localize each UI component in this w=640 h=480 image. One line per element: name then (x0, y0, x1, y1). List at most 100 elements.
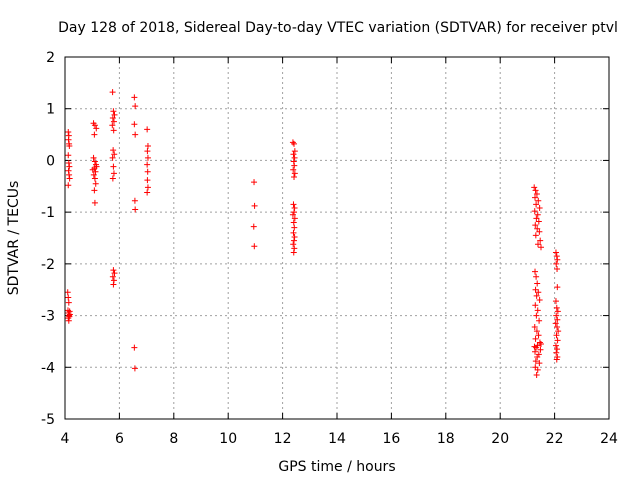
x-tick-label: 18 (437, 431, 455, 447)
data-point (291, 224, 298, 231)
data-point (553, 304, 560, 311)
data-point (65, 136, 72, 143)
x-tick-label: 8 (169, 431, 178, 447)
data-point (91, 199, 98, 206)
data-point (66, 171, 73, 178)
data-point (291, 140, 298, 147)
data-point (554, 266, 561, 273)
plot-frame (64, 56, 610, 420)
data-point (110, 127, 117, 134)
data-point (290, 241, 297, 248)
data-point (534, 225, 541, 232)
data-point (555, 328, 562, 335)
data-point (291, 245, 298, 252)
data-point (536, 228, 543, 235)
data-point (144, 161, 151, 168)
x-tick-label: 4 (61, 431, 70, 447)
data-point (532, 348, 539, 355)
data-point (531, 343, 538, 350)
data-point (291, 162, 298, 169)
x-tick-label: 16 (382, 431, 400, 447)
data-point (110, 281, 117, 288)
data-point (538, 244, 544, 251)
data-point (534, 307, 541, 314)
data-point (532, 302, 539, 309)
data-point (65, 317, 72, 324)
data-point (531, 184, 538, 191)
data-point (291, 154, 298, 161)
data-point (536, 317, 543, 324)
data-point (66, 142, 73, 149)
data-point (532, 268, 539, 275)
data-point (109, 122, 116, 129)
data-point (65, 160, 72, 167)
data-point (111, 151, 118, 158)
data-point (532, 194, 539, 201)
data-point (532, 187, 539, 194)
data-point (290, 229, 297, 236)
y-tick-label: -1 (41, 205, 55, 221)
x-tick-label: 14 (328, 431, 346, 447)
data-point (65, 299, 72, 306)
grid-lines (65, 57, 609, 419)
data-point (290, 201, 297, 208)
data-point (131, 197, 138, 204)
data-point (290, 158, 297, 165)
data-point (144, 168, 151, 175)
x-tick-label: 10 (219, 431, 237, 447)
data-point (93, 125, 100, 132)
data-point (553, 349, 560, 356)
data-point (554, 308, 561, 315)
data-point (553, 332, 560, 339)
data-point (534, 353, 541, 360)
data-point (532, 335, 539, 342)
data-point (553, 260, 560, 267)
data-point (132, 131, 139, 138)
data-point (534, 280, 541, 287)
data-point (131, 121, 138, 128)
data-point (110, 163, 117, 170)
data-point (131, 365, 138, 372)
data-point (66, 163, 73, 170)
data-point (531, 323, 538, 330)
data-point (533, 328, 540, 335)
data-point (131, 344, 138, 351)
data-point (109, 154, 116, 161)
data-point (144, 142, 151, 149)
data-point (110, 118, 117, 125)
data-point (291, 205, 298, 212)
data-point (533, 312, 540, 319)
data-point (290, 219, 297, 226)
x-tick-label: 22 (546, 431, 564, 447)
data-point (109, 89, 116, 96)
data-point (534, 366, 541, 373)
data-point (532, 222, 539, 229)
data-point (132, 103, 139, 110)
data-point (553, 312, 560, 319)
data-point (64, 289, 71, 296)
data-point (537, 346, 544, 353)
data-point (535, 218, 542, 225)
data-point (532, 286, 539, 293)
data-point (291, 170, 298, 177)
data-point (552, 249, 559, 256)
data-point (554, 346, 561, 353)
data-point (552, 342, 559, 349)
data-point (110, 170, 117, 177)
data-point (289, 139, 296, 146)
data-point (110, 147, 117, 154)
data-point (65, 294, 72, 301)
data-point (132, 206, 139, 213)
data-point (251, 202, 258, 209)
data-point (538, 341, 544, 348)
data-point (91, 187, 98, 194)
data-point (553, 253, 560, 260)
y-tick-label: -5 (41, 412, 55, 428)
data-point (91, 131, 98, 138)
x-tick-label: 12 (274, 431, 292, 447)
data-point (533, 292, 540, 299)
data-point (552, 298, 559, 305)
scatter-points (64, 89, 562, 379)
data-point (144, 184, 151, 191)
data-point (554, 337, 561, 344)
